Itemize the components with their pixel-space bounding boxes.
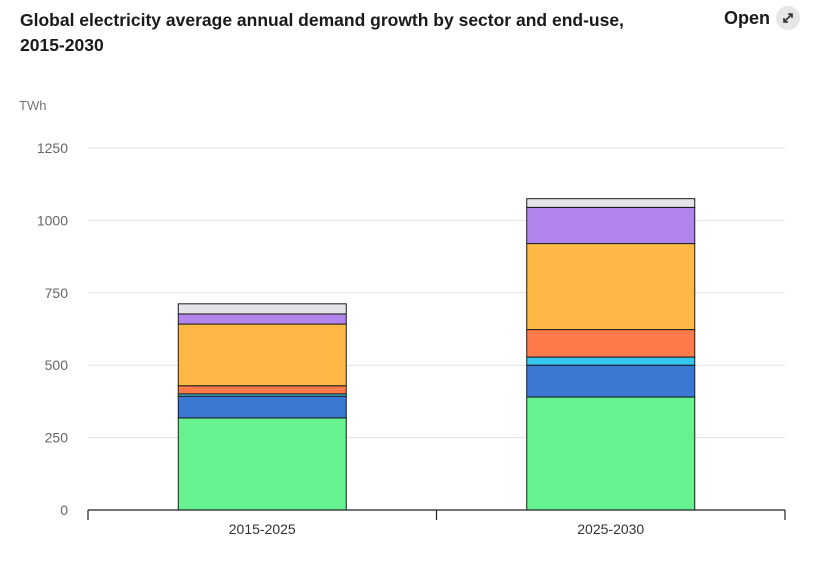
y-tick-label-1000: 1000	[37, 212, 68, 228]
chart-title: Global electricity average annual demand…	[20, 8, 660, 58]
chart-title-line-1: Global electricity average annual demand…	[20, 10, 624, 30]
bar-segment-2015-2025-series-5[interactable]	[177, 323, 347, 387]
open-button-label: Open	[724, 7, 771, 28]
bar-segment-2025-2030-series-4[interactable]	[526, 329, 696, 358]
open-button[interactable]: Open	[724, 6, 801, 30]
chart-title-line-2: 2015-2030	[20, 35, 104, 55]
bars	[177, 198, 696, 511]
bar-segment-2025-2030-series-3[interactable]	[526, 356, 696, 366]
bar-segment-2015-2025-series-6[interactable]	[177, 313, 347, 325]
bar-segment-2025-2030-series-7[interactable]	[526, 198, 696, 208]
y-tick-label-750: 750	[45, 285, 69, 301]
y-axis-ticks: 0 250 500 750 1000 1250	[37, 140, 68, 518]
bar-segment-2015-2025-series-4[interactable]	[177, 385, 347, 395]
bar-segment-2025-2030-series-2[interactable]	[526, 364, 696, 398]
bar-segment-2015-2025-series-2[interactable]	[177, 395, 347, 419]
expand-arrows-icon[interactable]	[776, 6, 801, 30]
bar-segment-2015-2025-series-7[interactable]	[177, 303, 347, 315]
x-category-label-2025-2030: 2025-2030	[577, 521, 644, 537]
x-category-label-2015-2025: 2015-2025	[229, 521, 296, 537]
bar-segment-2025-2030-series-5[interactable]	[526, 243, 696, 331]
y-tick-label-1250: 1250	[37, 140, 68, 156]
bar-segment-2025-2030-series-6[interactable]	[526, 206, 696, 245]
bar-segment-2015-2025-series-1[interactable]	[177, 417, 347, 511]
y-tick-label-500: 500	[45, 357, 69, 373]
y-tick-label-250: 250	[45, 430, 69, 446]
y-axis-unit: TWh	[19, 98, 47, 113]
bar-segment-2025-2030-series-1[interactable]	[526, 396, 696, 511]
y-tick-label-0: 0	[60, 502, 68, 518]
x-axis: 2015-2025 2025-2030	[87, 509, 786, 537]
